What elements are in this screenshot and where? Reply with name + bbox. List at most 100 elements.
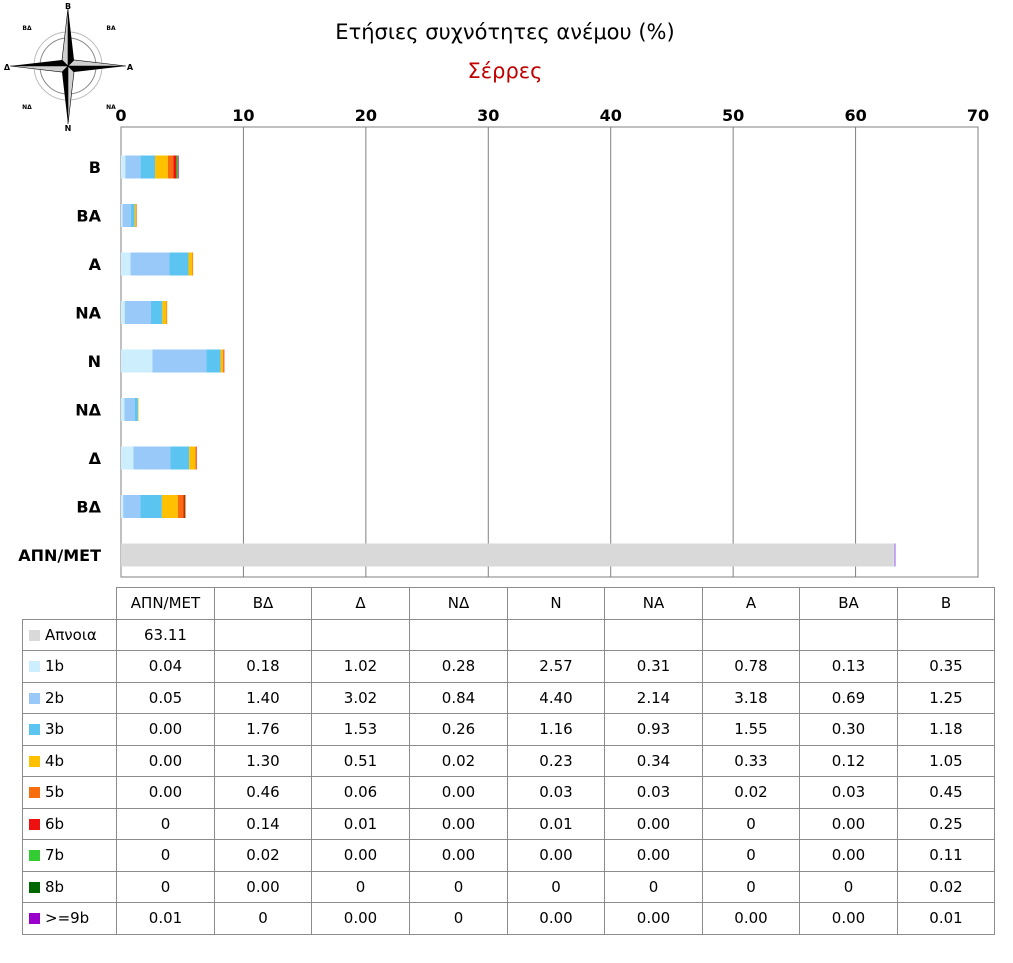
table-cell: 0.00: [507, 839, 605, 872]
table-row: 2b 0.05 1.40 3.02 0.84 4.40 2.14 3.18 0.69 1.25: [22, 681, 995, 714]
bar-segment: [134, 398, 138, 421]
bar-segment: [223, 349, 224, 373]
bar-segment: [136, 204, 137, 227]
table-cell: 0.00: [604, 902, 703, 935]
table-column-header: Α: [702, 587, 800, 620]
compass-label-e: Α: [127, 63, 134, 72]
table-cell: 3.02: [311, 681, 410, 714]
bar-segment: [223, 349, 225, 373]
table-cell: 2.14: [604, 681, 703, 714]
chart-subtitle: Σέρρες: [467, 59, 543, 83]
legend-label: 4b: [45, 751, 65, 770]
table-cell: 0.00: [311, 839, 410, 872]
table-cell: 0.14: [214, 807, 312, 840]
compass-label-se: ΝΑ: [106, 104, 116, 111]
legend-label: 5b: [45, 783, 65, 802]
compass-label-ne: ΒΑ: [106, 25, 116, 32]
table-row: 8b 0 0.00 0 0 0 0 0 0 0.02: [22, 870, 995, 903]
y-category-label: ΒΔ: [76, 498, 101, 517]
bar-segment: [133, 446, 171, 470]
legend-entry: 3b: [22, 713, 117, 746]
bar-segment: [170, 446, 190, 470]
y-category-label: Α: [89, 255, 102, 274]
bar-segment: [121, 252, 131, 276]
legend-swatch: [29, 724, 40, 736]
table-row: 6b 0 0.14 0.01 0.00 0.01 0.00 0 0.00 0.25: [22, 807, 995, 840]
table-cell: 0.01: [507, 807, 605, 840]
bar-segment: [166, 301, 168, 324]
x-tick-label: 10: [232, 106, 254, 125]
table-cell: 0.11: [897, 839, 995, 872]
table-column-header: Ν: [507, 587, 605, 620]
legend-label: 2b: [45, 688, 65, 707]
table-cell: 0.03: [604, 776, 703, 809]
bar-segment: [122, 204, 132, 227]
bar-segment: [195, 446, 197, 470]
table-row: Απνοια 63.11: [22, 618, 995, 651]
table-cell: [311, 618, 410, 651]
table-cell: 0.00: [311, 902, 410, 935]
table-cell: 0.12: [799, 744, 898, 777]
table-cell: 0.00: [799, 807, 898, 840]
legend-swatch: [29, 850, 40, 862]
bar-segment: [220, 349, 224, 373]
table-cell: 1.40: [214, 681, 312, 714]
bar-segment: [130, 252, 170, 276]
bar-segment: [161, 495, 178, 518]
table-cell: 0.02: [409, 744, 508, 777]
table-cell: 0.00: [702, 902, 800, 935]
table-row: 4b 0.00 1.30 0.51 0.02 0.23 0.34 0.33 0.12 1.05: [22, 744, 995, 777]
x-tick-label: 0: [115, 106, 126, 125]
y-category-label: Δ: [89, 449, 102, 468]
bar-segment: [206, 349, 221, 373]
x-tick-label: 50: [722, 106, 744, 125]
legend-swatch: [29, 629, 40, 641]
table-cell: 0.34: [604, 744, 703, 777]
legend-entry: 7b: [22, 839, 117, 872]
table-cell: 1.18: [897, 713, 995, 746]
table-cell: 0: [116, 807, 215, 840]
table-cell: 0: [116, 870, 215, 903]
bar-segment: [121, 446, 134, 470]
table-column-header: ΝΑ: [604, 587, 703, 620]
table-column-header: ΒΑ: [799, 587, 898, 620]
compass-label-s: Ν: [65, 124, 72, 133]
table-cell: 0.30: [799, 713, 898, 746]
legend-entry: 2b: [22, 681, 117, 714]
bar-segment: [167, 155, 174, 179]
y-category-label: ΝΑ: [75, 304, 101, 323]
wind-frequency-bar-chart: 0 10 20 30 40 50 60 70 ΑΠΝ/ΜΕΤ ΒΔ Δ ΝΔ Ν ΝΑ Α ΒΑ Β: [18, 106, 989, 578]
table-column-header: Β: [897, 587, 995, 620]
legend-label: 1b: [45, 657, 65, 676]
table-cell: 0.13: [799, 650, 898, 683]
bar-segment: [894, 543, 896, 567]
bar-segment: [137, 398, 139, 421]
legend-swatch: [29, 913, 40, 925]
table-row: 5b 0.00 0.46 0.06 0.00 0.03 0.03 0.02 0.03 0.45: [22, 776, 995, 809]
table-column-header: ΒΔ: [214, 587, 312, 620]
compass-rose-icon: Β ΒΑ Α ΝΑ Ν ΝΔ Δ ΒΔ: [4, 2, 134, 133]
legend-swatch: [29, 692, 40, 704]
table-cell: 0.05: [116, 681, 215, 714]
table-cell: 0: [702, 807, 800, 840]
table-cell: 0: [409, 870, 508, 903]
y-category-label: ΑΠΝ/ΜΕΤ: [18, 546, 101, 565]
legend-entry: 8b: [22, 870, 117, 903]
table-cell: 0.00: [799, 839, 898, 872]
legend-swatch: [29, 881, 40, 893]
table-cell: 0.46: [214, 776, 312, 809]
legend-entry: 4b: [22, 744, 117, 777]
x-tick-label: 70: [967, 106, 989, 125]
table-cell: 3.18: [702, 681, 800, 714]
table-cell: 0.51: [311, 744, 410, 777]
table-cell: 0.23: [507, 744, 605, 777]
bar-segment: [131, 204, 135, 227]
table-cell: 0.45: [897, 776, 995, 809]
bar-segment: [183, 495, 186, 518]
table-cell: [409, 618, 508, 651]
legend-entry: 5b: [22, 776, 117, 809]
table-cell: 0.25: [897, 807, 995, 840]
bar-segment: [121, 301, 125, 324]
legend-label: Απνοια: [45, 625, 97, 644]
x-tick-label: 40: [600, 106, 622, 125]
